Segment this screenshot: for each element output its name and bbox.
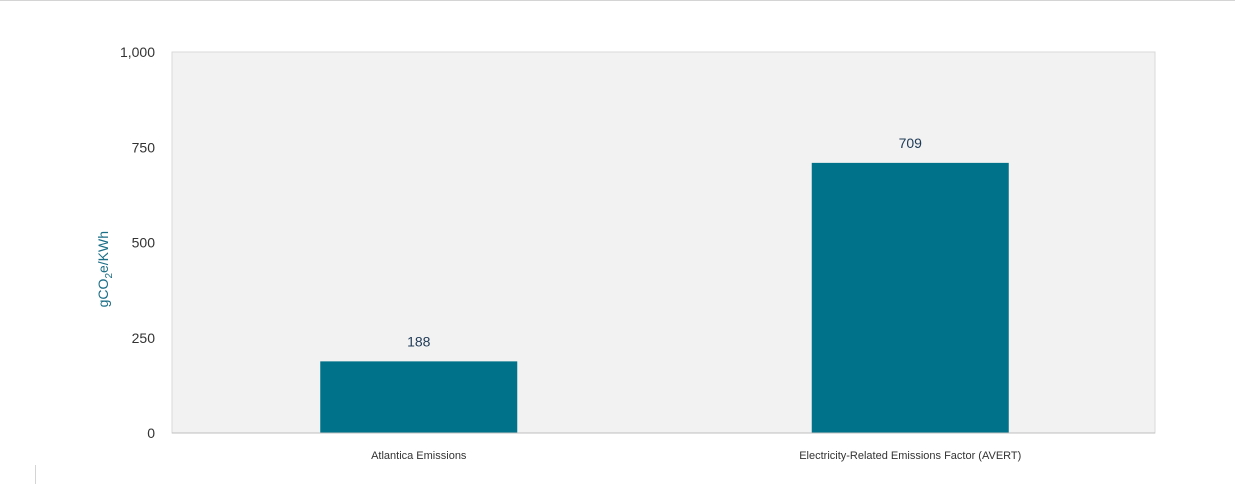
y-tick-label: 250: [132, 330, 156, 346]
y-axis-ticks: 0 250 500 750 1,000: [120, 44, 155, 441]
bar-data-label: 709: [899, 135, 923, 151]
y-tick-label: 0: [147, 425, 155, 441]
x-tick-label: Electricity-Related Emissions Factor (AV…: [799, 450, 1021, 462]
bar: [811, 162, 1009, 433]
bar: [320, 361, 518, 433]
x-axis-ticks: Atlantica Emissions Electricity-Related E…: [371, 450, 1021, 462]
data-labels: 188 709: [407, 135, 922, 350]
bar-data-label: 188: [407, 333, 431, 349]
y-tick-label: 750: [132, 139, 156, 155]
x-tick-label: Atlantica Emissions: [371, 450, 467, 462]
chart-frame-top-border: [0, 0, 1235, 1]
y-tick-label: 1,000: [120, 44, 155, 60]
chart-frame-left-border: [35, 465, 36, 484]
y-axis-label: gCO2e/KWh: [95, 231, 115, 307]
bars: [320, 162, 1009, 433]
y-tick-label: 500: [132, 235, 156, 251]
